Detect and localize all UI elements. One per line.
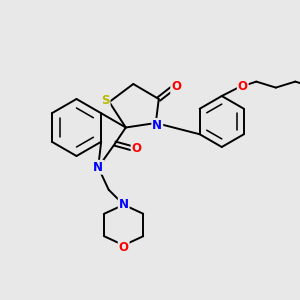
Text: O: O (171, 80, 181, 94)
Text: N: N (93, 161, 103, 174)
Text: N: N (119, 198, 129, 211)
Text: O: O (119, 241, 129, 254)
Text: S: S (101, 94, 110, 107)
Text: O: O (238, 80, 248, 93)
Text: O: O (132, 142, 142, 154)
Text: N: N (152, 119, 162, 132)
